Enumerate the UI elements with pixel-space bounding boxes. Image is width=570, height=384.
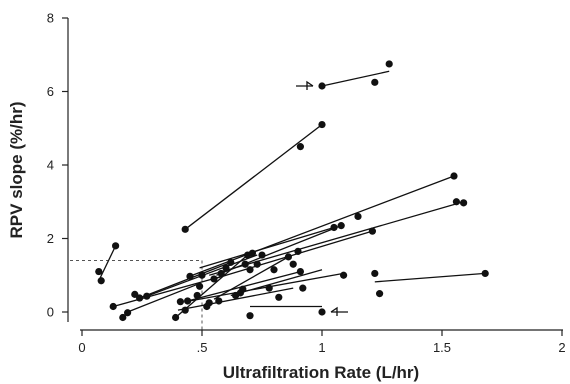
data-point [95,267,103,276]
data-point [246,266,254,274]
trend-line [213,230,373,280]
data-point [248,249,256,257]
data-point [143,292,151,300]
data-point [275,293,283,301]
arrow-right-icon [296,80,314,90]
trend-line [127,283,198,313]
data-point [196,282,204,290]
data-point [124,309,132,317]
y-tick-label: 4 [47,158,54,173]
data-point [119,313,127,322]
data-point [97,277,105,285]
data-point [215,297,223,305]
trend-line [321,70,390,87]
data-point [340,271,348,279]
y-axis-title: RPV slope (%/hr) [7,102,26,239]
data-point [385,60,393,68]
y-tick-label: 0 [47,305,54,320]
x-tick-label: 0 [78,340,85,355]
trend-line [213,256,289,300]
axes [67,18,563,331]
trend-line [113,274,227,308]
data-points [95,60,489,322]
data-point [241,260,249,268]
data-point [253,260,261,268]
data-point [289,260,297,268]
x-tick-label: .5 [197,340,208,355]
trend-line [139,261,232,299]
data-point [330,223,338,232]
data-point [176,298,184,306]
data-point [481,269,489,278]
trend-line [98,245,117,282]
trend-line [199,226,335,269]
data-point [181,306,189,314]
x-tick-label: 1 [318,340,325,355]
data-point [371,269,379,278]
data-point [112,242,120,250]
trend-lines [98,70,486,319]
data-point [376,290,384,298]
data-point [210,275,218,283]
data-point [284,253,292,261]
x-axis-title: Ultrafiltration Rate (L/hr) [223,363,419,382]
data-point [184,297,192,305]
data-point [222,264,230,272]
data-point [172,313,180,322]
arrow-left-icon [330,306,348,316]
data-point [354,212,362,221]
data-point [450,172,458,180]
data-point [186,272,194,280]
y-tick-label: 8 [47,11,54,26]
x-tick-label: 2 [558,340,565,355]
data-point [318,308,326,316]
data-point [193,291,201,300]
trend-line [185,272,344,303]
reference-lines [70,260,203,330]
trend-line [184,124,323,230]
data-point [246,312,254,320]
data-point [258,251,266,259]
data-point [239,285,247,293]
trend-line [230,269,323,297]
y-tick-label: 2 [47,231,54,246]
data-point [460,199,468,207]
trend-line [192,175,455,276]
data-point [265,284,273,292]
trend-line [374,272,486,283]
x-tick-label: 1.5 [433,340,451,355]
data-point [294,247,302,255]
data-point [368,227,376,235]
data-point [227,258,235,266]
trend-line [216,225,342,276]
data-point [371,78,379,86]
trend-line [175,254,249,319]
trend-line [209,201,464,276]
trend-line [177,287,294,311]
data-point [198,271,206,279]
data-point [452,198,460,206]
data-point [205,299,213,307]
data-point [270,266,278,274]
y-tick-label: 6 [47,84,54,99]
data-point [296,267,304,276]
data-point [318,120,326,129]
ticks: 0 .5 1 1.5 2 0 2 4 6 8 [47,11,566,356]
data-point [109,302,117,311]
data-point [181,225,189,233]
data-point [136,294,144,302]
data-point [296,143,304,151]
data-point [318,82,326,90]
data-point [337,222,345,230]
annotations [296,80,348,316]
data-point [299,284,307,292]
data-point [217,269,225,278]
